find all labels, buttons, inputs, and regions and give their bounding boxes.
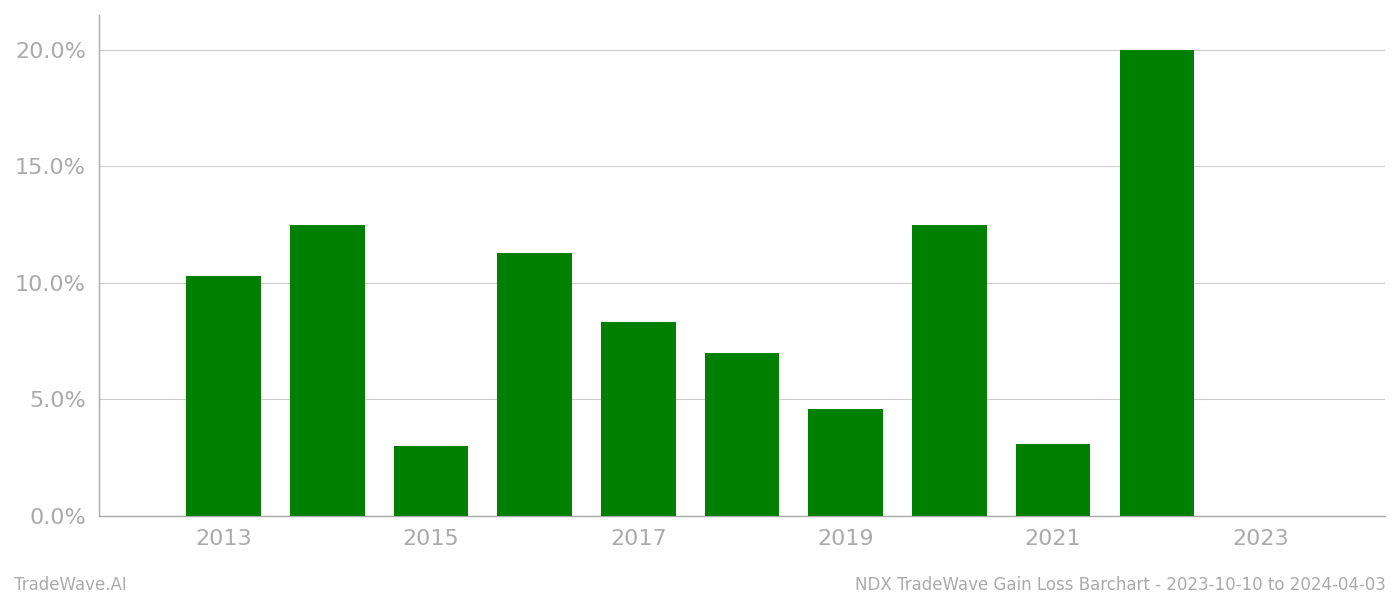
Text: NDX TradeWave Gain Loss Barchart - 2023-10-10 to 2024-04-03: NDX TradeWave Gain Loss Barchart - 2023-…	[855, 576, 1386, 594]
Bar	[1120, 50, 1194, 516]
Bar	[497, 253, 573, 516]
Text: TradeWave.AI: TradeWave.AI	[14, 576, 127, 594]
Bar	[393, 446, 468, 516]
Bar	[704, 353, 780, 516]
Bar	[913, 224, 987, 516]
Bar	[1016, 443, 1091, 516]
Bar	[186, 276, 260, 516]
Bar	[290, 224, 364, 516]
Bar	[601, 322, 676, 516]
Bar	[808, 409, 883, 516]
